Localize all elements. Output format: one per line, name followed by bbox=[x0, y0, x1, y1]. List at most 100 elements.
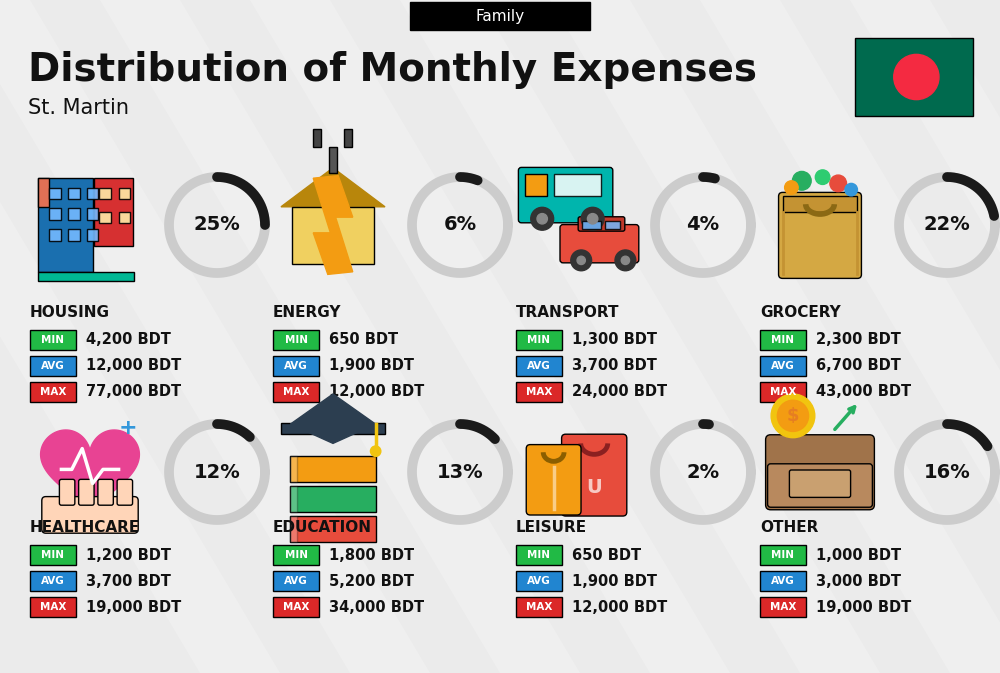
Text: AVG: AVG bbox=[284, 361, 308, 371]
Text: AVG: AVG bbox=[41, 576, 65, 586]
Polygon shape bbox=[100, 0, 580, 673]
Polygon shape bbox=[250, 0, 730, 673]
Text: 34,000 BDT: 34,000 BDT bbox=[329, 600, 424, 614]
Text: MIN: MIN bbox=[772, 550, 794, 560]
Text: 1,200 BDT: 1,200 BDT bbox=[86, 548, 171, 563]
FancyBboxPatch shape bbox=[760, 356, 806, 376]
Text: AVG: AVG bbox=[527, 361, 551, 371]
FancyBboxPatch shape bbox=[49, 209, 61, 220]
Text: 4%: 4% bbox=[686, 215, 720, 234]
Text: MIN: MIN bbox=[42, 550, 64, 560]
FancyBboxPatch shape bbox=[766, 435, 874, 509]
Text: 1,900 BDT: 1,900 BDT bbox=[329, 359, 414, 374]
FancyBboxPatch shape bbox=[49, 188, 61, 199]
FancyBboxPatch shape bbox=[313, 129, 321, 147]
Polygon shape bbox=[290, 394, 376, 444]
Text: MAX: MAX bbox=[40, 387, 66, 397]
FancyBboxPatch shape bbox=[119, 212, 130, 223]
FancyBboxPatch shape bbox=[516, 356, 562, 376]
FancyBboxPatch shape bbox=[516, 330, 562, 350]
Text: MAX: MAX bbox=[770, 602, 796, 612]
FancyBboxPatch shape bbox=[760, 571, 806, 591]
FancyBboxPatch shape bbox=[760, 330, 806, 350]
FancyBboxPatch shape bbox=[290, 486, 376, 512]
FancyBboxPatch shape bbox=[273, 571, 319, 591]
Text: 12,000 BDT: 12,000 BDT bbox=[86, 359, 181, 374]
FancyBboxPatch shape bbox=[562, 434, 627, 516]
FancyBboxPatch shape bbox=[292, 207, 374, 264]
Text: 1,800 BDT: 1,800 BDT bbox=[329, 548, 414, 563]
Text: 1,300 BDT: 1,300 BDT bbox=[572, 332, 657, 347]
Circle shape bbox=[777, 400, 809, 431]
Text: 19,000 BDT: 19,000 BDT bbox=[86, 600, 181, 614]
Circle shape bbox=[830, 175, 847, 192]
Text: 43,000 BDT: 43,000 BDT bbox=[816, 384, 911, 400]
FancyBboxPatch shape bbox=[560, 225, 639, 263]
Circle shape bbox=[531, 207, 554, 230]
Text: 3,700 BDT: 3,700 BDT bbox=[572, 359, 657, 374]
Text: +: + bbox=[118, 418, 137, 438]
Text: MAX: MAX bbox=[526, 602, 552, 612]
FancyBboxPatch shape bbox=[290, 456, 376, 482]
Text: 77,000 BDT: 77,000 BDT bbox=[86, 384, 181, 400]
Circle shape bbox=[537, 213, 547, 224]
FancyBboxPatch shape bbox=[30, 356, 76, 376]
Circle shape bbox=[581, 207, 604, 230]
Text: 2%: 2% bbox=[686, 462, 720, 481]
FancyBboxPatch shape bbox=[760, 597, 806, 617]
Text: 1,900 BDT: 1,900 BDT bbox=[572, 573, 657, 588]
FancyBboxPatch shape bbox=[290, 456, 297, 482]
Polygon shape bbox=[700, 0, 1000, 673]
FancyBboxPatch shape bbox=[117, 479, 133, 505]
FancyBboxPatch shape bbox=[789, 470, 851, 497]
Text: 650 BDT: 650 BDT bbox=[572, 548, 641, 563]
Text: 24,000 BDT: 24,000 BDT bbox=[572, 384, 667, 400]
Text: 650 BDT: 650 BDT bbox=[329, 332, 398, 347]
Text: 12,000 BDT: 12,000 BDT bbox=[572, 600, 667, 614]
Text: AVG: AVG bbox=[41, 361, 65, 371]
FancyBboxPatch shape bbox=[273, 597, 319, 617]
Polygon shape bbox=[281, 168, 385, 207]
FancyBboxPatch shape bbox=[582, 221, 601, 229]
Polygon shape bbox=[41, 430, 139, 520]
FancyBboxPatch shape bbox=[516, 597, 562, 617]
FancyBboxPatch shape bbox=[30, 330, 76, 350]
FancyBboxPatch shape bbox=[38, 178, 93, 272]
FancyBboxPatch shape bbox=[760, 382, 806, 402]
FancyBboxPatch shape bbox=[855, 38, 973, 116]
FancyBboxPatch shape bbox=[273, 545, 319, 565]
Text: MIN: MIN bbox=[285, 550, 308, 560]
Text: OTHER: OTHER bbox=[760, 520, 818, 535]
FancyBboxPatch shape bbox=[525, 174, 547, 196]
FancyBboxPatch shape bbox=[87, 209, 98, 220]
Text: 12%: 12% bbox=[194, 462, 240, 481]
Text: MAX: MAX bbox=[526, 387, 552, 397]
FancyBboxPatch shape bbox=[59, 479, 75, 505]
FancyBboxPatch shape bbox=[554, 174, 601, 196]
FancyBboxPatch shape bbox=[49, 229, 61, 241]
Text: 6,700 BDT: 6,700 BDT bbox=[816, 359, 901, 374]
Text: HEALTHCARE: HEALTHCARE bbox=[30, 520, 140, 535]
FancyBboxPatch shape bbox=[783, 197, 857, 212]
FancyBboxPatch shape bbox=[30, 545, 76, 565]
FancyBboxPatch shape bbox=[42, 497, 138, 533]
Text: U: U bbox=[586, 478, 602, 497]
FancyBboxPatch shape bbox=[68, 188, 80, 199]
FancyBboxPatch shape bbox=[516, 382, 562, 402]
FancyBboxPatch shape bbox=[87, 188, 98, 199]
FancyBboxPatch shape bbox=[273, 356, 319, 376]
FancyBboxPatch shape bbox=[516, 545, 562, 565]
Polygon shape bbox=[400, 0, 880, 673]
FancyBboxPatch shape bbox=[30, 382, 76, 402]
Circle shape bbox=[771, 394, 815, 437]
Text: 3,700 BDT: 3,700 BDT bbox=[86, 573, 171, 588]
Text: 22%: 22% bbox=[924, 215, 970, 234]
Text: $: $ bbox=[787, 407, 799, 425]
FancyBboxPatch shape bbox=[768, 464, 872, 507]
FancyBboxPatch shape bbox=[516, 571, 562, 591]
Polygon shape bbox=[313, 176, 353, 275]
Text: Distribution of Monthly Expenses: Distribution of Monthly Expenses bbox=[28, 51, 757, 89]
Text: MIN: MIN bbox=[285, 335, 308, 345]
Text: MIN: MIN bbox=[528, 335, 550, 345]
Text: HOUSING: HOUSING bbox=[30, 305, 110, 320]
